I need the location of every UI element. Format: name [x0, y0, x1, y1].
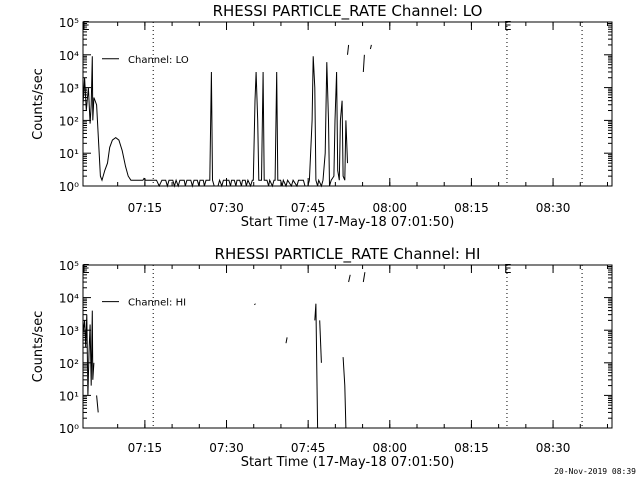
series-trace — [348, 274, 351, 283]
x-tick-label: 08:00 — [372, 201, 407, 215]
y-tick-label: 10⁵ — [59, 259, 79, 273]
y-tick-label: 10² — [59, 114, 79, 128]
x-axis-label: Start Time (17-May-18 07:01:50) — [241, 215, 455, 230]
e-mark-label: E — [504, 19, 512, 33]
y-tick-label: 10⁴ — [59, 49, 79, 63]
y-tick-label: 10³ — [59, 324, 79, 338]
y-tick-label: 10⁰ — [59, 180, 79, 194]
y-axis-label: Counts/sec — [31, 311, 46, 383]
x-axis-label: Start Time (17-May-18 07:01:50) — [241, 455, 455, 470]
x-tick-label: 08:15 — [454, 201, 489, 215]
y-tick-label: 10³ — [59, 82, 79, 96]
series-trace — [342, 357, 347, 429]
series-trace — [362, 54, 365, 73]
series-trace — [347, 44, 350, 55]
legend-label: Channel: LO — [128, 55, 189, 66]
series-trace — [314, 303, 319, 429]
y-tick-label: 10¹ — [59, 147, 79, 161]
x-tick-label: 07:30 — [209, 441, 244, 455]
e-mark-label: E — [504, 262, 512, 276]
x-tick-label: 07:15 — [128, 201, 163, 215]
series-trace — [369, 44, 372, 50]
series-trace — [362, 272, 366, 283]
e-mark-label: E — [82, 19, 90, 33]
panel-lo: RHESSI PARTICLE_RATE Channel: LO Start T… — [31, 2, 613, 230]
plot-frame — [82, 264, 613, 429]
y-tick-label: 10⁰ — [59, 422, 79, 436]
x-tick-label: 08:15 — [454, 441, 489, 455]
chart-title: RHESSI PARTICLE_RATE Channel: LO — [213, 2, 483, 21]
chart-title: RHESSI PARTICLE_RATE Channel: HI — [215, 245, 481, 264]
series-trace — [285, 337, 288, 344]
x-tick-label: 07:30 — [209, 201, 244, 215]
x-tick-label: 07:15 — [128, 441, 163, 455]
series-trace — [96, 395, 99, 413]
y-axis-label: Counts/sec — [31, 68, 46, 140]
x-tick-label: 08:30 — [536, 441, 571, 455]
x-tick-label: 07:45 — [291, 201, 326, 215]
x-tick-label: 08:00 — [372, 441, 407, 455]
x-tick-label: 07:45 — [291, 441, 326, 455]
y-tick-label: 10¹ — [59, 389, 79, 403]
series-trace — [319, 320, 322, 363]
x-tick-label: 08:30 — [536, 201, 571, 215]
y-tick-label: 10⁴ — [59, 292, 79, 306]
series-trace — [254, 303, 256, 306]
legend-label: Channel: HI — [128, 298, 186, 309]
e-mark-label: E — [82, 262, 90, 276]
series-trace — [82, 310, 95, 396]
y-tick-label: 10⁵ — [59, 16, 79, 30]
series-trace — [82, 56, 348, 188]
footer-timestamp: 20-Nov-2019 08:39 — [554, 467, 636, 476]
panel-hi: RHESSI PARTICLE_RATE Channel: HI Start T… — [31, 245, 613, 470]
y-tick-label: 10² — [59, 357, 79, 371]
